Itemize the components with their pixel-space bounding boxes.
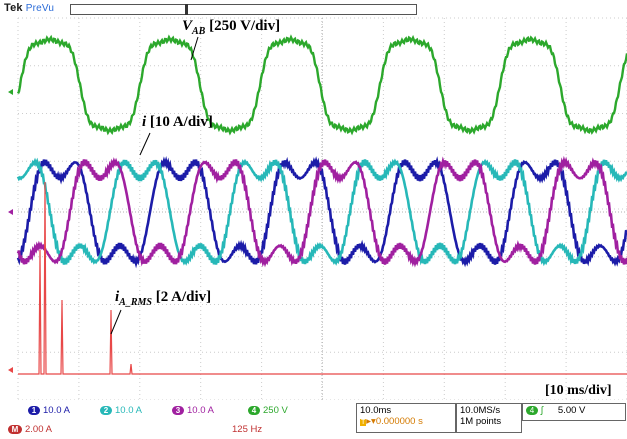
- trigger-source-badge: 4: [526, 406, 538, 415]
- ch1-badge: 1: [28, 405, 40, 415]
- phase-current-trace-3: [16, 155, 627, 268]
- tek-logo: Tek PreVu: [4, 2, 55, 14]
- graticule-center-axes: [18, 18, 627, 400]
- math-badge: M: [8, 424, 22, 434]
- phase-current-trace-1: [16, 156, 627, 269]
- ch4-badge: 4: [248, 405, 260, 415]
- vab-pointer: [190, 36, 199, 61]
- math-ground-marker: [8, 367, 13, 373]
- irms-pointer: [110, 309, 122, 335]
- record-view-bar[interactable]: [70, 4, 417, 15]
- acquisition-mode: PreVu: [25, 3, 55, 14]
- vab-voltage-trace: [16, 34, 627, 136]
- current-ground-marker: [8, 209, 13, 215]
- channel-readout-bar: 1 10.0 A 2 10.0 A 3 10.0 A 4 250 V M 2.00 A 1…: [0, 400, 627, 439]
- ch4-readout[interactable]: 4 250 V: [248, 405, 288, 416]
- irms-label: iA_RMS [2 A/div]: [115, 289, 212, 308]
- ch1-readout[interactable]: 1 10.0 A: [28, 405, 70, 416]
- horizontal-readout[interactable]: 10.0ms T▸▾0.000000 s: [356, 403, 456, 433]
- i-pointer: [139, 132, 151, 156]
- vab-label: VAB [250 V/div]: [182, 18, 281, 37]
- rising-edge-icon: ∫: [540, 405, 544, 416]
- scope-status-bar: Tek PreVu: [0, 0, 627, 18]
- ch3-readout[interactable]: 3 10.0 A: [172, 405, 214, 416]
- ch3-badge: 3: [172, 405, 184, 415]
- trigger-offset: T▸▾0.000000 s: [360, 416, 423, 427]
- math-readout[interactable]: M 2.00 A: [8, 424, 52, 435]
- record-window-marker: [185, 4, 188, 15]
- current-label: i [10 A/div]: [142, 114, 213, 130]
- math-frequency: 125 Hz: [232, 424, 263, 435]
- ch2-badge: 2: [100, 405, 112, 415]
- ch4-ground-marker: [8, 89, 13, 95]
- timebase-label: [10 ms/div]: [545, 383, 612, 398]
- trigger-readout[interactable]: 4 ∫ 5.00 V: [522, 403, 626, 421]
- rms-spectrum-trace: [18, 181, 627, 375]
- acquisition-readout[interactable]: 10.0MS/s 1M points: [456, 403, 522, 433]
- ch2-readout[interactable]: 2 10.0 A: [100, 405, 142, 416]
